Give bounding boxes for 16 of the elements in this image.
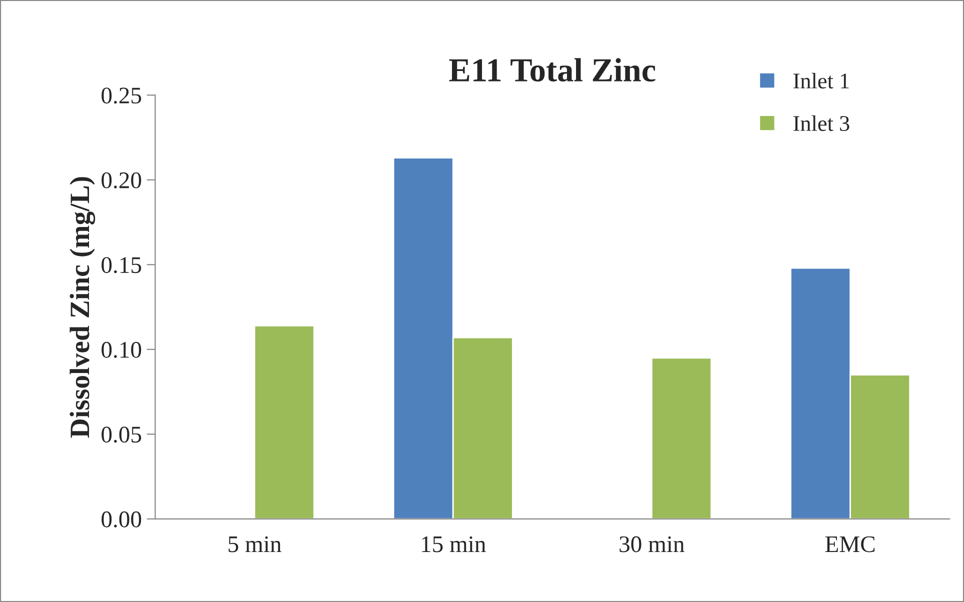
y-tick-label: 0.00 (102, 511, 142, 528)
y-tick-label: 0.20 (102, 172, 142, 188)
bar (254, 324, 315, 519)
x-tick-label: 15 min (422, 536, 486, 552)
legend-label: Inlet 3 (794, 115, 850, 132)
y-tick-label: 0.25 (102, 88, 142, 104)
bar (650, 357, 712, 519)
y-tick-label: 0.15 (102, 257, 142, 274)
y-tick-label: 0.05 (102, 426, 142, 443)
y-axis-title: Dissolved Zinc (mg/L) (70, 177, 96, 438)
x-tick-label: 5 min (228, 536, 282, 552)
chart-title: E11 Total Zinc (449, 58, 656, 82)
legend-label: Inlet 1 (794, 72, 849, 89)
x-tick-label: EMC (825, 536, 875, 552)
x-tick-label: 30 min (620, 536, 684, 552)
y-tick-label: 0.10 (102, 342, 142, 358)
